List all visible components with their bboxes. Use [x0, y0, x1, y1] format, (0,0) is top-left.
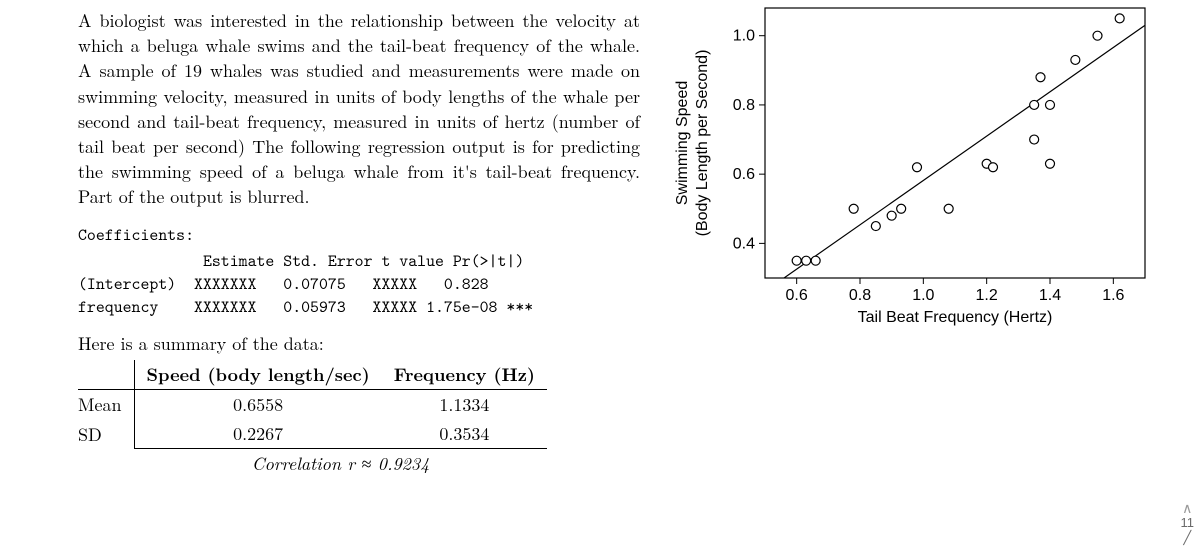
table-row: Mean 0.6558 1.1334 [78, 390, 547, 420]
svg-text:Tail Beat Frequency (Hertz): Tail Beat Frequency (Hertz) [858, 309, 1053, 326]
svg-text:1.0: 1.0 [733, 28, 755, 45]
svg-text:0.8: 0.8 [733, 97, 755, 114]
coef-frequency-row: frequency XXXXXXX 0.05973 XXXXX 1.75e-08… [78, 296, 640, 319]
svg-text:0.4: 0.4 [733, 235, 755, 252]
coef-header-row: Estimate Std. Error t value Pr(>|t|) [78, 250, 640, 273]
left-column: A biologist was interested in the relati… [0, 0, 660, 551]
page-root: A biologist was interested in the relati… [0, 0, 1200, 551]
right-column: 0.6 0.8 1.0 1.2 1.4 1.6 0.4 0.6 0.8 1.0 Tail Beat … [660, 0, 1200, 551]
row-label-sd: SD [78, 419, 134, 449]
summary-corner [78, 360, 134, 390]
table-row: Correlation r ≈ 0.9234 [78, 449, 547, 479]
summary-col-freq: Frequency (Hz) [382, 360, 547, 390]
mean-freq: 1.1334 [382, 390, 547, 420]
row-label-mean: Mean [78, 390, 134, 420]
svg-text:1.0: 1.0 [912, 287, 934, 304]
sd-freq: 0.3534 [382, 419, 547, 449]
svg-text:1.6: 1.6 [1102, 287, 1124, 304]
page-number-current: 11 [1181, 516, 1195, 530]
chevron-up-icon[interactable]: ∧ [1181, 501, 1195, 516]
correlation-row: Correlation r ≈ 0.9234 [134, 449, 547, 479]
coef-intercept-row: (Intercept) XXXXXXX 0.07075 XXXXX 0.828 [78, 273, 640, 296]
svg-text:1.2: 1.2 [976, 287, 998, 304]
svg-text:1.4: 1.4 [1039, 287, 1061, 304]
problem-paragraph: A biologist was interested in the relati… [78, 8, 640, 210]
summary-col-speed: Speed (body length/sec) [134, 360, 382, 390]
page-nav[interactable]: ∧ 11 ╱ [1181, 501, 1195, 545]
svg-text:Swimming Speed: Swimming Speed [674, 81, 691, 206]
coefficients-heading: Coefficients: [78, 224, 640, 247]
page-number-divider: ╱ [1181, 531, 1195, 545]
scatter-chart: 0.6 0.8 1.0 1.2 1.4 1.6 0.4 0.6 0.8 1.0 Tail Beat … [660, 0, 1170, 361]
svg-text:0.8: 0.8 [849, 287, 871, 304]
table-row: SD 0.2267 0.3534 [78, 419, 547, 449]
svg-text:0.6: 0.6 [786, 287, 808, 304]
mean-speed: 0.6558 [134, 390, 382, 420]
summary-table: Speed (body length/sec) Frequency (Hz) M… [78, 360, 547, 478]
sd-speed: 0.2267 [134, 419, 382, 449]
svg-text:0.6: 0.6 [733, 166, 755, 183]
svg-text:(Body Length per Second): (Body Length per Second) [694, 50, 711, 237]
summary-intro: Here is a summary of the data: [78, 331, 640, 356]
